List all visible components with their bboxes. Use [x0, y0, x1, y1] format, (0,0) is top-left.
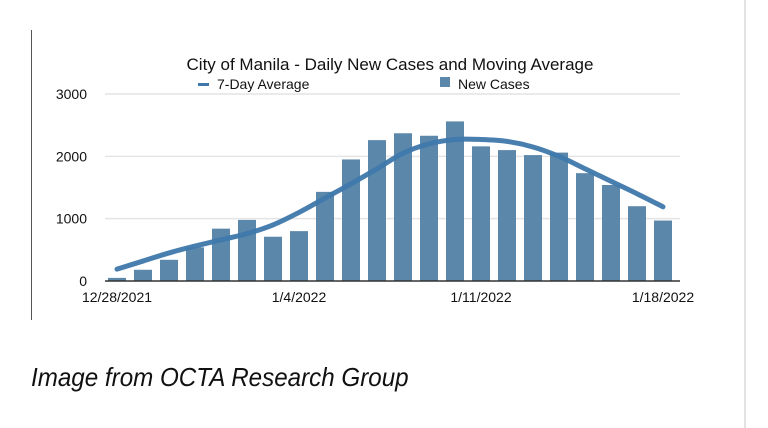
chart: City of Manila - Daily New Cases and Mov… — [56, 55, 695, 305]
bar-1-4-2022 — [290, 231, 308, 281]
legend-bar-swatch — [440, 77, 450, 87]
x-tick-label: 12/28/2021 — [82, 289, 152, 305]
bar-1-13-2022 — [524, 155, 542, 281]
bar-1-18-2022 — [654, 220, 672, 281]
bar-1-6-2022 — [342, 159, 360, 281]
legend-label-average: 7-Day Average — [217, 76, 310, 92]
bar-1-14-2022 — [550, 152, 568, 281]
x-tick-label: 1/11/2022 — [450, 289, 511, 305]
y-tick-label: 2000 — [56, 148, 87, 164]
bar-1-12-2022 — [498, 150, 516, 281]
bar-1-5-2022 — [316, 191, 334, 281]
bar-12-30-2021 — [160, 259, 178, 281]
bar-1-10-2022 — [446, 121, 464, 281]
page-border — [744, 0, 746, 428]
bar-12-29-2021 — [134, 269, 152, 281]
bar-1-17-2022 — [628, 206, 646, 281]
series-line-7-day-average — [114, 136, 666, 272]
bar-1-2-2022 — [238, 219, 256, 281]
y-tick-label: 1000 — [56, 211, 87, 227]
bar-12-28-2021 — [108, 277, 126, 281]
bar-12-31-2021 — [186, 247, 204, 281]
x-tick-label: 1/18/2022 — [632, 289, 694, 305]
bar-1-3-2022 — [264, 236, 282, 281]
legend: 7-Day Average New Cases — [198, 76, 530, 92]
x-tick-label: 1/4/2022 — [272, 289, 327, 305]
legend-label-cases: New Cases — [458, 76, 530, 92]
chart-title: City of Manila - Daily New Cases and Mov… — [187, 55, 594, 74]
content-divider — [31, 30, 32, 320]
y-tick-label: 0 — [79, 273, 87, 289]
bar-1-7-2022 — [368, 140, 386, 281]
bar-1-15-2022 — [576, 173, 594, 281]
bar-1-8-2022 — [394, 133, 412, 281]
bar-1-16-2022 — [602, 185, 620, 281]
bar-1-11-2022 — [472, 146, 490, 281]
bar-1-9-2022 — [420, 135, 438, 281]
y-tick-label: 3000 — [56, 86, 87, 102]
image-caption: Image from OCTA Research Group — [31, 362, 409, 392]
legend-line-swatch — [198, 83, 209, 86]
